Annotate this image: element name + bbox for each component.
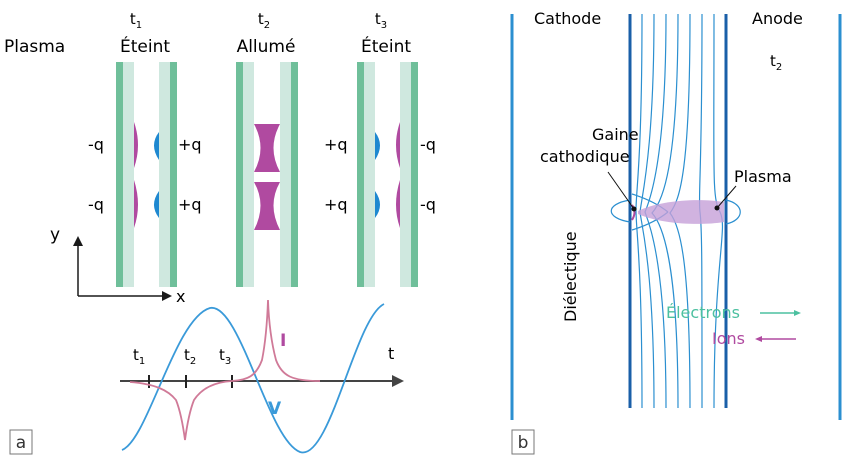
waveform: t t1 t2 t3 I V bbox=[120, 299, 404, 453]
sheath-pointer bbox=[607, 171, 635, 210]
dielectric-label: Diélectique bbox=[561, 231, 580, 322]
ions-legend-label: Ions bbox=[712, 329, 745, 348]
charge-label: +q bbox=[324, 135, 348, 154]
cathode-label: Cathode bbox=[534, 9, 601, 28]
electrode-left bbox=[116, 62, 123, 287]
electrode-right bbox=[411, 62, 418, 287]
electrode-left bbox=[236, 62, 243, 287]
negative-charge bbox=[396, 180, 400, 228]
electrode-left bbox=[357, 62, 364, 287]
dielectric-right bbox=[280, 62, 291, 287]
col1-state: Éteint bbox=[120, 35, 170, 57]
gaine-label-line2: cathodique bbox=[540, 147, 630, 166]
positive-charge bbox=[154, 132, 159, 160]
charge-label: +q bbox=[324, 195, 348, 214]
plasma-channel bbox=[638, 200, 724, 224]
dielectric-right bbox=[400, 62, 411, 287]
charge-label: -q bbox=[88, 135, 104, 154]
positive-charge bbox=[375, 191, 380, 218]
panel-badge-b-label: b bbox=[518, 433, 529, 453]
electrons-legend-label: Électrons bbox=[666, 303, 740, 322]
voltage-label: V bbox=[268, 399, 282, 419]
charge-label: -q bbox=[420, 195, 436, 214]
discharge-filament bbox=[254, 124, 280, 172]
dielectric-left bbox=[243, 62, 254, 287]
plasma-pointer bbox=[716, 185, 737, 209]
tick-label-t3: t3 bbox=[219, 346, 231, 367]
cathode-sheath bbox=[631, 204, 636, 221]
discharge-filament bbox=[254, 182, 280, 230]
axis-x-label: x bbox=[176, 287, 185, 306]
positive-charge bbox=[375, 132, 380, 160]
axis-y-label: y bbox=[50, 225, 60, 245]
xy-axes: y x bbox=[50, 225, 185, 306]
col2-time: t2 bbox=[258, 10, 270, 31]
time-axis-arrow bbox=[392, 375, 404, 387]
voltage-curve bbox=[121, 303, 385, 453]
current-label: I bbox=[280, 331, 286, 351]
anode-loop bbox=[725, 199, 741, 225]
time-label: t2 bbox=[770, 52, 782, 73]
charge-label: +q bbox=[178, 135, 202, 154]
electrode-right bbox=[291, 62, 298, 287]
tick-label-t1: t1 bbox=[133, 346, 145, 367]
col2-state: Allumé bbox=[237, 37, 296, 57]
col3-state: Éteint bbox=[361, 35, 411, 57]
dielectric-left bbox=[364, 62, 375, 287]
dielectric-left bbox=[123, 62, 134, 287]
panel-badge-b bbox=[511, 429, 535, 455]
cell-t1 bbox=[116, 62, 177, 287]
ions-legend-head bbox=[755, 336, 762, 342]
negative-charge bbox=[134, 180, 138, 228]
plasma-label-b: Plasma bbox=[734, 167, 792, 186]
anode-label: Anode bbox=[752, 9, 803, 28]
col1-time: t1 bbox=[130, 10, 142, 31]
panel-b: Cathode Anode t2 Gaine cath bbox=[510, 9, 842, 455]
charge-label: -q bbox=[420, 135, 436, 154]
electrons-legend-head bbox=[794, 310, 801, 316]
panel-badge-a-label: a bbox=[16, 433, 26, 453]
gaine-label-line1: Gaine bbox=[592, 125, 639, 144]
positive-charge bbox=[154, 191, 159, 218]
col3-time: t3 bbox=[375, 10, 387, 31]
electrode-right bbox=[170, 62, 177, 287]
tick-label-t2: t2 bbox=[184, 346, 196, 367]
plasma-label: Plasma bbox=[4, 37, 65, 57]
charge-label: +q bbox=[178, 195, 202, 214]
dielectric-right bbox=[159, 62, 170, 287]
panel-badge-a bbox=[9, 429, 33, 455]
sheath-loop bbox=[610, 199, 631, 223]
panel-a: Plasma t1 Éteint t2 Allumé t3 Éteint bbox=[4, 10, 436, 455]
time-axis-label: t bbox=[388, 344, 394, 363]
negative-charge bbox=[134, 122, 138, 168]
current-curve bbox=[129, 299, 321, 441]
cell-t2 bbox=[236, 62, 298, 287]
charge-label: -q bbox=[88, 195, 104, 214]
cell-t3 bbox=[357, 62, 418, 287]
negative-charge bbox=[396, 122, 400, 168]
